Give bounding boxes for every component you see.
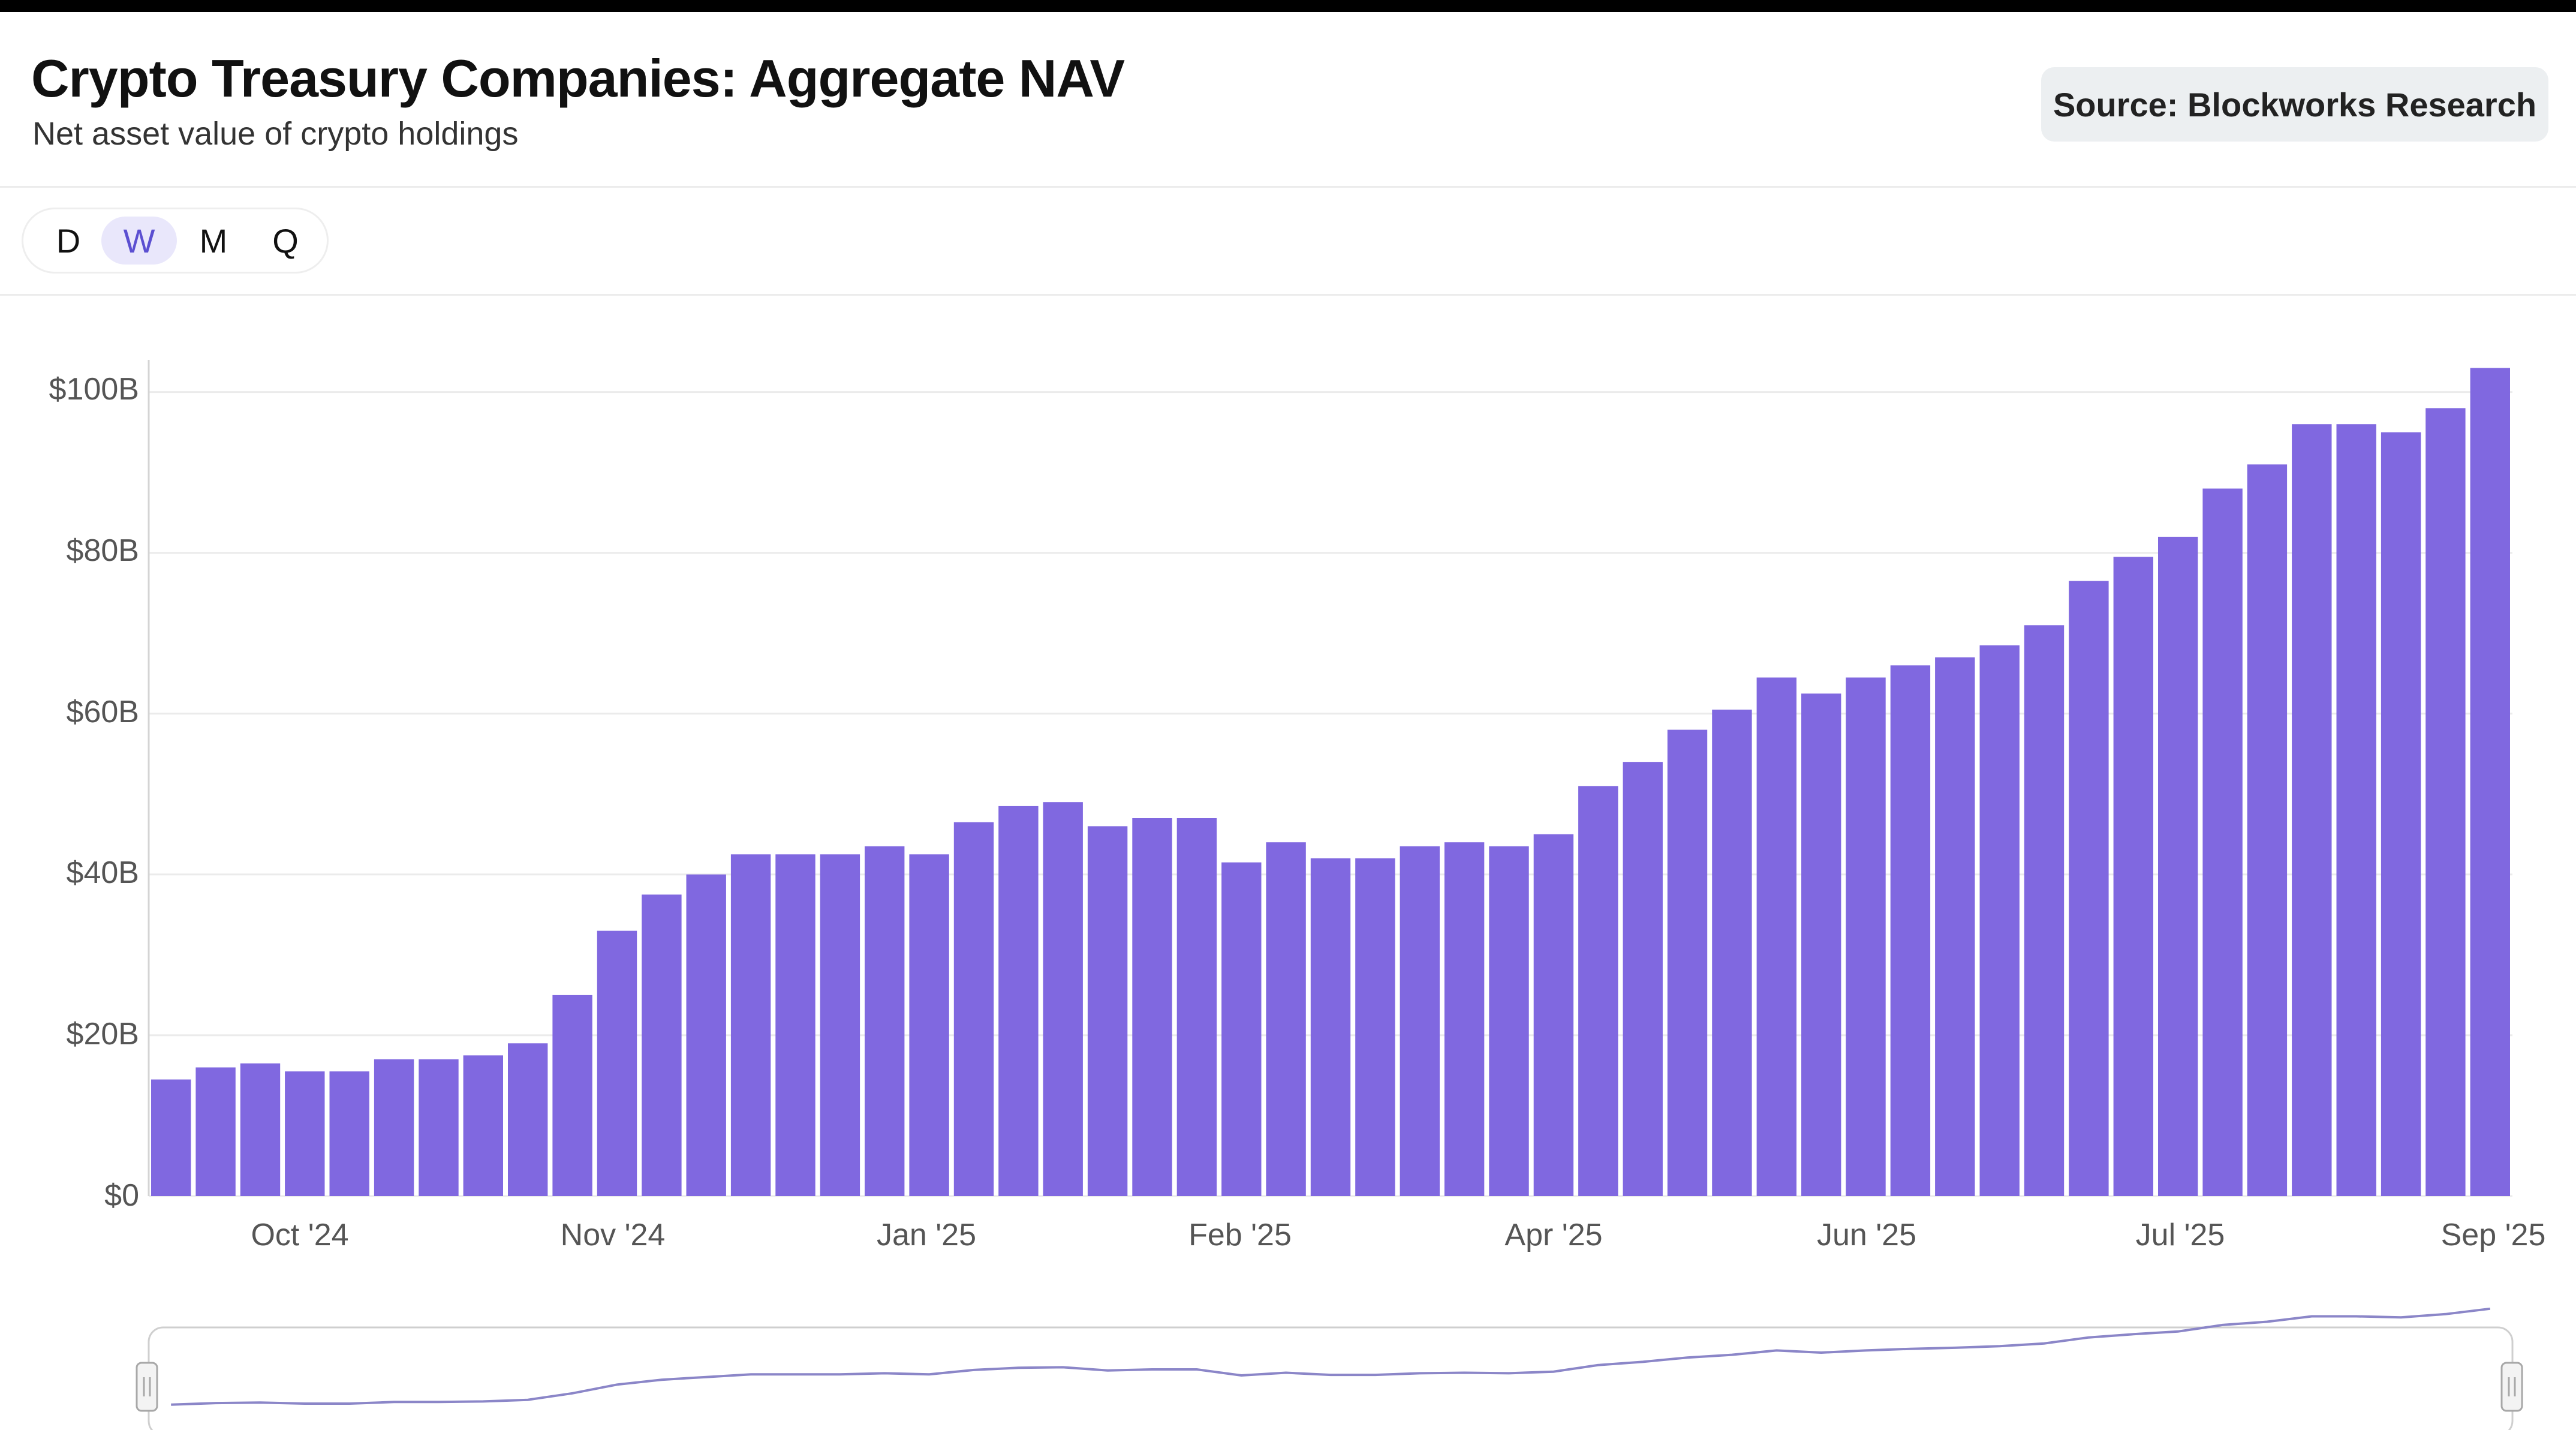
- x-tick-label: Feb '25: [1188, 1218, 1292, 1252]
- bar[interactable]: [2069, 581, 2109, 1196]
- navigator-left-handle[interactable]: [136, 1362, 158, 1412]
- bar[interactable]: [285, 1071, 325, 1196]
- bar[interactable]: [909, 854, 949, 1196]
- bar[interactable]: [642, 894, 682, 1196]
- tab-daily[interactable]: D: [56, 221, 81, 260]
- bar[interactable]: [2158, 536, 2198, 1196]
- bar[interactable]: [1132, 818, 1172, 1196]
- tab-quarterly[interactable]: Q: [272, 221, 299, 260]
- bar[interactable]: [1533, 834, 1574, 1196]
- bar[interactable]: [2292, 424, 2332, 1197]
- bar[interactable]: [1444, 842, 1485, 1196]
- bar[interactable]: [1400, 846, 1440, 1196]
- bars: [151, 368, 2510, 1197]
- bar[interactable]: [1266, 842, 1306, 1196]
- bar[interactable]: [1489, 846, 1529, 1196]
- y-tick-label: $20B: [67, 1017, 139, 1052]
- bar[interactable]: [1890, 665, 1931, 1196]
- navigator-series-line: [171, 1307, 2491, 1406]
- bar[interactable]: [1043, 802, 1083, 1196]
- bar[interactable]: [1087, 826, 1128, 1196]
- bar[interactable]: [2113, 557, 2153, 1196]
- bar[interactable]: [775, 854, 815, 1196]
- header-divider: [0, 186, 2576, 188]
- toolbar-divider: [0, 294, 2576, 296]
- x-tick-label: Jun '25: [1817, 1218, 1916, 1252]
- y-tick-label: $80B: [67, 533, 139, 568]
- x-tick-label: Sep '25: [2441, 1218, 2546, 1252]
- top-border: [0, 0, 2576, 12]
- bar[interactable]: [1176, 818, 1217, 1196]
- source-badge: Source: Blockworks Research: [2041, 67, 2548, 142]
- bar[interactable]: [1846, 677, 1886, 1197]
- bar[interactable]: [419, 1059, 459, 1196]
- bar[interactable]: [820, 854, 860, 1196]
- bar[interactable]: [2381, 432, 2421, 1196]
- bar[interactable]: [1756, 677, 1796, 1197]
- bar[interactable]: [998, 806, 1039, 1196]
- bar[interactable]: [1221, 862, 1262, 1196]
- bar[interactable]: [2024, 625, 2065, 1196]
- bar[interactable]: [329, 1071, 369, 1196]
- bar[interactable]: [463, 1055, 503, 1196]
- bar[interactable]: [953, 822, 994, 1196]
- bar[interactable]: [1578, 786, 1618, 1196]
- x-tick-label: Apr '25: [1504, 1218, 1602, 1252]
- navigator-right-handle[interactable]: [2500, 1362, 2523, 1412]
- bar[interactable]: [151, 1079, 191, 1196]
- y-tick-label: $40B: [67, 855, 139, 890]
- bar[interactable]: [240, 1063, 281, 1196]
- bar[interactable]: [2247, 464, 2288, 1197]
- bar[interactable]: [597, 930, 637, 1196]
- chart-subtitle: Net asset value of crypto holdings: [32, 116, 519, 152]
- tab-weekly[interactable]: W: [101, 217, 177, 265]
- y-tick-label: $100B: [49, 372, 139, 407]
- y-tick-label: $0: [104, 1178, 139, 1213]
- bar[interactable]: [552, 995, 592, 1196]
- navigator-frame[interactable]: [148, 1326, 2514, 1430]
- x-tick-label: Nov '24: [561, 1218, 666, 1252]
- chart-title: Crypto Treasury Companies: Aggregate NAV: [31, 49, 1125, 108]
- x-tick-label: Jan '25: [877, 1218, 976, 1252]
- x-axis: Oct '24 Nov '24 Jan '25 Feb '25 Apr '25 …: [251, 1218, 2545, 1252]
- y-axis: $100B $80B $60B $40B $20B $0: [49, 372, 139, 1213]
- x-tick-label: Oct '24: [251, 1218, 348, 1252]
- bar[interactable]: [2470, 368, 2510, 1196]
- y-tick-label: $60B: [67, 695, 139, 729]
- bar[interactable]: [1310, 858, 1351, 1196]
- x-tick-label: Jul '25: [2136, 1218, 2225, 1252]
- bar[interactable]: [865, 846, 905, 1196]
- bar[interactable]: [1979, 645, 2020, 1196]
- bar[interactable]: [1935, 657, 1975, 1196]
- tab-monthly[interactable]: M: [199, 221, 228, 260]
- bar[interactable]: [1355, 858, 1395, 1196]
- bar[interactable]: [374, 1059, 414, 1196]
- bar[interactable]: [508, 1043, 548, 1196]
- bar[interactable]: [1712, 710, 1752, 1196]
- interval-selector: D W M Q: [22, 208, 329, 274]
- bar[interactable]: [1667, 729, 1708, 1196]
- bar[interactable]: [730, 854, 771, 1196]
- bar[interactable]: [2425, 408, 2466, 1196]
- bar[interactable]: [1623, 762, 1663, 1196]
- bar[interactable]: [1801, 693, 1841, 1196]
- bar[interactable]: [2336, 424, 2376, 1197]
- bar[interactable]: [686, 874, 726, 1196]
- bar[interactable]: [2202, 488, 2243, 1197]
- bar[interactable]: [195, 1067, 236, 1197]
